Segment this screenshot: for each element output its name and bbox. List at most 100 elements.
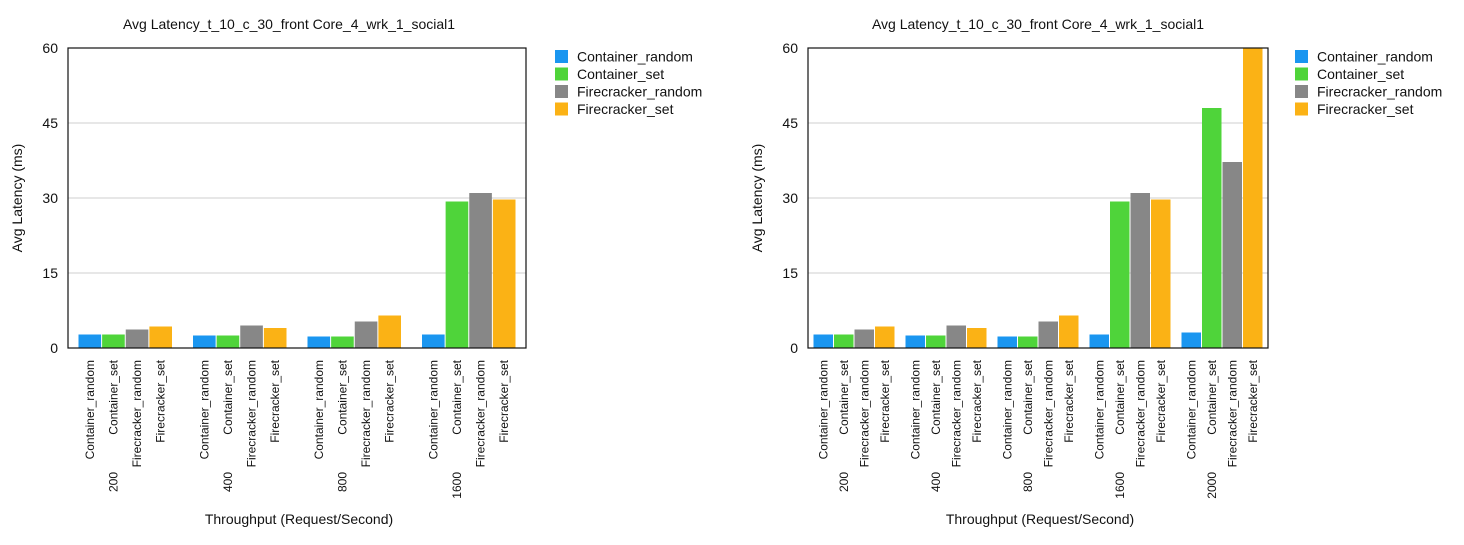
- plot-frame: [807, 47, 1269, 349]
- x-series-tick-label: Container_random: [312, 360, 326, 459]
- x-series-tick-label: Container_set: [837, 359, 851, 434]
- x-category-label: 400: [221, 472, 235, 492]
- y-tick-label: 30: [42, 190, 58, 206]
- bar: [967, 328, 987, 348]
- bar: [1089, 334, 1109, 348]
- y-tick-label: 45: [42, 115, 58, 131]
- bar: [905, 335, 925, 348]
- bar: [946, 325, 966, 348]
- legend-label: Firecracker_random: [577, 84, 702, 100]
- legend-swatch: [1295, 50, 1308, 63]
- grid-lines: [808, 122, 1268, 274]
- bar: [1151, 199, 1171, 348]
- chart-title: Avg Latency_t_10_c_30_front Core_4_wrk_1…: [123, 16, 455, 32]
- legend-label: Firecracker_random: [1317, 84, 1442, 100]
- x-series-tick-label: Firecracker_set: [1154, 359, 1168, 442]
- x-axis-label: Throughput (Request/Second): [946, 511, 1134, 527]
- x-series-tick-label: Container_set: [929, 359, 943, 434]
- legend-label: Container_random: [1317, 49, 1433, 65]
- bar: [834, 334, 854, 348]
- y-tick-label: 45: [782, 115, 798, 131]
- bar: [125, 329, 149, 348]
- bar: [216, 335, 240, 348]
- chart-svg: Avg Latency_t_10_c_30_front Core_4_wrk_1…: [9, 16, 702, 527]
- x-series-tick-label: Firecracker_set: [1062, 359, 1076, 442]
- bar: [1130, 193, 1150, 348]
- legend-label: Container_set: [577, 66, 664, 82]
- x-series-tick-label: Container_set: [450, 359, 464, 434]
- x-series-tick-label: Container_random: [908, 360, 922, 459]
- bar: [997, 336, 1017, 348]
- x-category-label: 400: [929, 472, 943, 492]
- x-axis-label: Throughput (Request/Second): [205, 511, 393, 527]
- bar: [78, 334, 102, 348]
- x-series-tick-label: Firecracker_set: [154, 359, 168, 442]
- x-series-tick-label: Container_random: [816, 360, 830, 459]
- x-series-tick-label: Firecracker_set: [1246, 359, 1260, 442]
- y-tick-label: 0: [790, 340, 798, 356]
- bar: [1222, 162, 1242, 348]
- x-series-tick-label: Firecracker_set: [268, 359, 282, 442]
- bar: [445, 201, 469, 348]
- chart-svg: Avg Latency_t_10_c_30_front Core_4_wrk_1…: [749, 16, 1442, 527]
- bar: [1243, 48, 1263, 348]
- bar: [1059, 315, 1079, 348]
- bars: [813, 48, 1263, 348]
- bar: [1110, 201, 1130, 348]
- bar: [263, 328, 287, 348]
- x-series-tick-label: Firecracker_random: [1041, 360, 1055, 467]
- x-series-tick-label: Firecracker_set: [970, 359, 984, 442]
- x-series-tick-label: Firecracker_random: [1225, 360, 1239, 467]
- x-series-tick-label: Firecracker_set: [878, 359, 892, 442]
- y-tick-label: 60: [42, 40, 58, 56]
- x-series-tick-label: Container_set: [106, 359, 120, 434]
- y-axis-label: Avg Latency (ms): [749, 144, 765, 253]
- x-series-tick-label: Firecracker_random: [857, 360, 871, 467]
- latency-chart-right: Avg Latency_t_10_c_30_front Core_4_wrk_1…: [738, 0, 1464, 545]
- x-category-label: 800: [1021, 472, 1035, 492]
- bars: [78, 193, 516, 348]
- bar: [1202, 108, 1222, 348]
- bar: [422, 334, 445, 348]
- plot-frame: [67, 47, 527, 349]
- bar: [1038, 321, 1058, 348]
- bar: [1181, 332, 1201, 348]
- legend-swatch: [1295, 67, 1308, 81]
- legend-swatch: [555, 85, 568, 98]
- x-series-tick-label: Container_random: [1184, 360, 1198, 459]
- x-category-label: 1600: [450, 472, 464, 499]
- bar: [378, 315, 401, 348]
- x-category-label: 800: [335, 472, 349, 492]
- bar: [926, 335, 946, 348]
- y-tick-label: 15: [42, 265, 58, 281]
- bar: [240, 325, 263, 348]
- legend-swatch: [555, 102, 568, 116]
- x-series-tick-label: Container_set: [1021, 359, 1035, 434]
- x-series-tick-label: Firecracker_set: [383, 359, 397, 442]
- bar: [102, 334, 125, 348]
- x-series-tick-label: Firecracker_set: [497, 359, 511, 442]
- x-series-tick-label: Firecracker_random: [245, 360, 259, 467]
- x-series-tick-label: Container_set: [221, 359, 235, 434]
- x-category-label: 200: [106, 472, 120, 492]
- x-category-label: 2000: [1205, 472, 1219, 499]
- legend-swatch: [555, 50, 568, 63]
- bar: [854, 329, 874, 348]
- bar: [149, 326, 172, 348]
- bar: [354, 321, 378, 348]
- legend-label: Firecracker_set: [1317, 101, 1414, 117]
- y-tick-label: 30: [782, 190, 798, 206]
- chart-title: Avg Latency_t_10_c_30_front Core_4_wrk_1…: [872, 16, 1204, 32]
- legend-label: Firecracker_set: [577, 101, 674, 117]
- x-series-tick-label: Container_set: [1205, 359, 1219, 434]
- legend-swatch: [555, 67, 568, 81]
- x-series-tick-label: Container_random: [426, 360, 440, 459]
- legend-label: Container_random: [577, 49, 693, 65]
- bar: [331, 336, 354, 348]
- legend-swatch: [1295, 85, 1308, 98]
- x-series-tick-label: Container_set: [1113, 359, 1127, 434]
- y-axis-label: Avg Latency (ms): [9, 144, 25, 253]
- bar: [193, 335, 216, 348]
- x-series-tick-label: Firecracker_random: [474, 360, 488, 467]
